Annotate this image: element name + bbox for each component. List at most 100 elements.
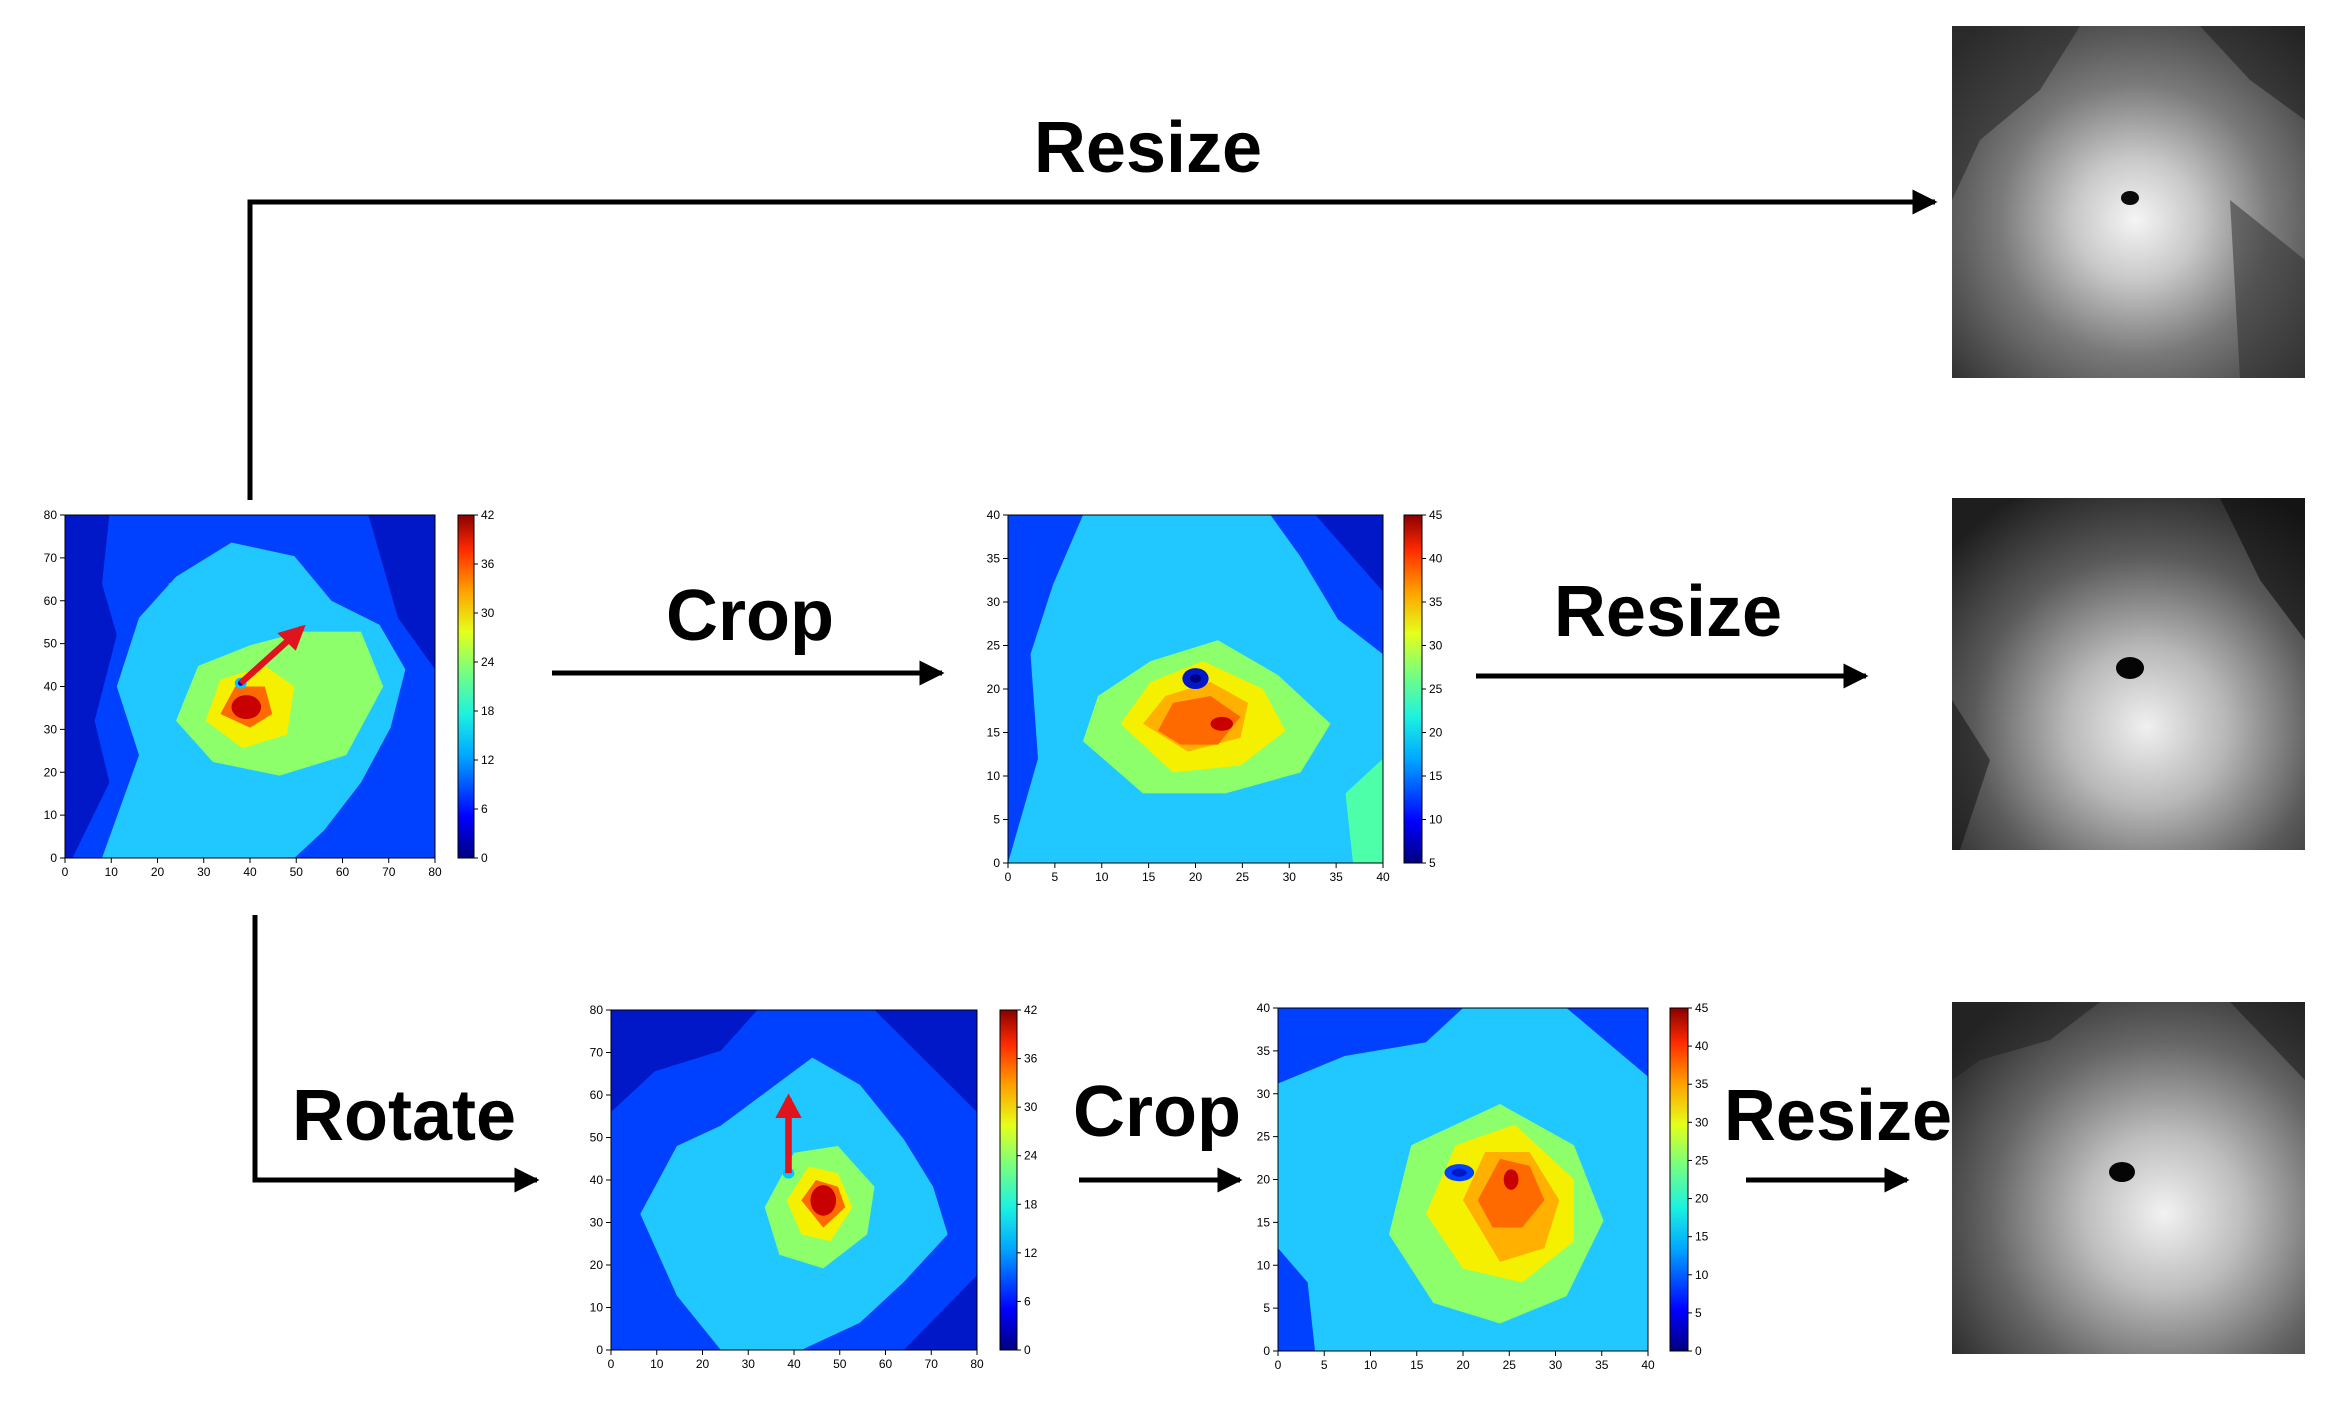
x-tick-label: 0 bbox=[62, 865, 69, 879]
contour-rotated-cropped bbox=[1278, 1008, 1648, 1351]
colorbar-tick-label: 10 bbox=[1695, 1268, 1709, 1282]
colorbar-tick-label: 15 bbox=[1695, 1230, 1709, 1244]
x-tick-label: 30 bbox=[197, 865, 211, 879]
colorbar-tick-label: 24 bbox=[481, 655, 495, 669]
colorbar-tick-label: 40 bbox=[1429, 552, 1443, 566]
y-tick-label: 15 bbox=[1257, 1215, 1271, 1229]
colorbar-tick-label: 35 bbox=[1695, 1077, 1709, 1091]
ticks-rotated: 0 10 20 30 40 50 60 70 80 0 10 20 30 40 50 60 70 80 0 6 12 18… bbox=[590, 1003, 1038, 1371]
colorbar-tick-label: 45 bbox=[1695, 1001, 1709, 1015]
x-tick-label: 80 bbox=[428, 865, 442, 879]
x-tick-label: 50 bbox=[290, 865, 304, 879]
x-tick-label: 0 bbox=[1275, 1358, 1282, 1372]
x-tick-label: 35 bbox=[1595, 1358, 1609, 1372]
y-tick-label: 20 bbox=[987, 682, 1001, 696]
y-tick-label: 5 bbox=[993, 813, 1000, 827]
x-tick-label: 15 bbox=[1410, 1358, 1424, 1372]
colorbar-rotated-cropped bbox=[1669, 1007, 1689, 1352]
colorbar-tick-label: 25 bbox=[1695, 1153, 1709, 1167]
y-tick-label: 10 bbox=[1257, 1258, 1271, 1272]
plot-original: 0 10 20 30 40 50 60 70 80 0 10 20 30 40 50 60 70 80 0 6 12 18… bbox=[44, 508, 495, 879]
x-tick-label: 60 bbox=[336, 865, 350, 879]
x-tick-label: 80 bbox=[970, 1357, 984, 1371]
colorbar-tick-label: 12 bbox=[481, 753, 495, 767]
x-tick-label: 40 bbox=[787, 1357, 801, 1371]
y-tick-label: 20 bbox=[1257, 1173, 1271, 1187]
x-tick-label: 25 bbox=[1236, 870, 1250, 884]
arrow-top-resize bbox=[247, 189, 1938, 500]
y-tick-label: 50 bbox=[590, 1131, 604, 1145]
y-tick-label: 5 bbox=[1263, 1301, 1270, 1315]
x-tick-label: 20 bbox=[1189, 870, 1203, 884]
y-tick-label: 0 bbox=[596, 1343, 603, 1357]
colorbar-tick-label: 30 bbox=[481, 606, 495, 620]
contour-rotated bbox=[611, 1010, 977, 1350]
ticks-original: 0 10 20 30 40 50 60 70 80 0 10 20 30 40 50 60 70 80 0 6 12 18… bbox=[44, 508, 495, 879]
colorbar-tick-label: 35 bbox=[1429, 595, 1443, 609]
label-crop-bot: Crop bbox=[1073, 1072, 1241, 1152]
colorbar-tick-label: 45 bbox=[1429, 508, 1443, 522]
output-resized-rotated-cropped bbox=[1952, 1002, 2305, 1354]
x-tick-label: 30 bbox=[1549, 1358, 1563, 1372]
y-tick-label: 40 bbox=[590, 1173, 604, 1187]
label-rotate-bot: Rotate bbox=[292, 1076, 516, 1156]
ticks-rotated-cropped: 0 5 10 15 20 25 30 35 40 0 5 10 15 20 25 30 35 40 0 5 10 15 20… bbox=[1257, 1001, 1709, 1372]
x-tick-label: 5 bbox=[1321, 1358, 1328, 1372]
x-tick-label: 0 bbox=[1005, 870, 1012, 884]
colorbar-cropped bbox=[1403, 514, 1423, 864]
colorbar-tick-label: 15 bbox=[1429, 769, 1443, 783]
colorbar-rotated bbox=[999, 1009, 1018, 1351]
colorbar-tick-label: 36 bbox=[1024, 1052, 1038, 1066]
x-tick-label: 5 bbox=[1052, 870, 1059, 884]
colorbar-tick-label: 24 bbox=[1024, 1149, 1038, 1163]
y-tick-label: 30 bbox=[590, 1216, 604, 1230]
x-tick-label: 35 bbox=[1329, 870, 1343, 884]
x-tick-label: 30 bbox=[1283, 870, 1297, 884]
y-tick-label: 15 bbox=[987, 726, 1001, 740]
x-tick-label: 25 bbox=[1503, 1358, 1517, 1372]
y-tick-label: 10 bbox=[590, 1301, 604, 1315]
colorbar-tick-label: 20 bbox=[1429, 726, 1443, 740]
x-tick-label: 40 bbox=[1376, 870, 1390, 884]
colorbar-tick-label: 42 bbox=[481, 508, 495, 522]
label-resize-bot: Resize bbox=[1724, 1076, 1952, 1156]
x-tick-label: 20 bbox=[696, 1357, 710, 1371]
contour-cropped bbox=[1008, 515, 1383, 863]
colorbar-tick-label: 5 bbox=[1695, 1306, 1702, 1320]
x-tick-label: 40 bbox=[1641, 1358, 1655, 1372]
label-crop-mid: Crop bbox=[666, 576, 834, 656]
x-tick-label: 15 bbox=[1142, 870, 1156, 884]
y-tick-label: 30 bbox=[44, 722, 58, 736]
y-tick-label: 10 bbox=[44, 808, 58, 822]
plot-rotated: 0 10 20 30 40 50 60 70 80 0 10 20 30 40 50 60 70 80 0 6 12 18… bbox=[590, 1003, 1038, 1371]
x-tick-label: 70 bbox=[382, 865, 396, 879]
label-resize-top: Resize bbox=[1034, 108, 1262, 188]
x-tick-label: 70 bbox=[925, 1357, 939, 1371]
x-tick-label: 50 bbox=[833, 1357, 847, 1371]
x-tick-label: 60 bbox=[879, 1357, 893, 1371]
y-tick-label: 25 bbox=[1257, 1130, 1271, 1144]
colorbar-tick-label: 18 bbox=[481, 704, 495, 718]
colorbar-tick-label: 5 bbox=[1429, 856, 1436, 870]
y-tick-label: 80 bbox=[590, 1003, 604, 1017]
colorbar-tick-label: 6 bbox=[481, 802, 488, 816]
x-tick-label: 10 bbox=[650, 1357, 664, 1371]
x-tick-label: 10 bbox=[1364, 1358, 1378, 1372]
y-tick-label: 60 bbox=[44, 594, 58, 608]
y-tick-label: 30 bbox=[1257, 1087, 1271, 1101]
x-tick-label: 30 bbox=[742, 1357, 756, 1371]
y-tick-label: 40 bbox=[1257, 1001, 1271, 1015]
y-tick-label: 80 bbox=[44, 508, 58, 522]
y-tick-label: 70 bbox=[44, 551, 58, 565]
colorbar-tick-label: 42 bbox=[1024, 1003, 1038, 1017]
colorbar-tick-label: 10 bbox=[1429, 813, 1443, 827]
output-resized-original bbox=[1952, 26, 2305, 378]
colorbar-tick-label: 18 bbox=[1024, 1197, 1038, 1211]
colorbar-original bbox=[457, 514, 475, 859]
x-tick-label: 10 bbox=[105, 865, 119, 879]
colorbar-tick-label: 36 bbox=[481, 557, 495, 571]
y-tick-label: 35 bbox=[1257, 1044, 1271, 1058]
y-tick-label: 0 bbox=[993, 856, 1000, 870]
y-tick-label: 10 bbox=[987, 769, 1001, 783]
